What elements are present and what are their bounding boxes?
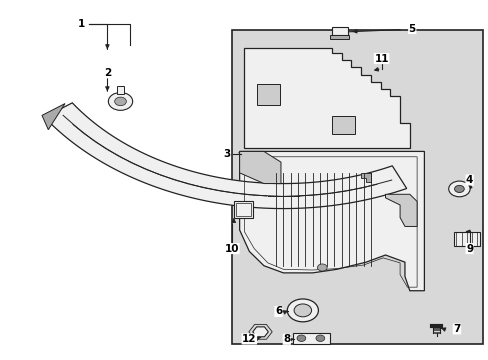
Text: 9: 9 bbox=[465, 244, 472, 253]
Text: 2: 2 bbox=[103, 68, 111, 78]
Bar bbox=[331, 116, 355, 134]
Polygon shape bbox=[252, 327, 268, 337]
Text: 1: 1 bbox=[78, 19, 85, 29]
Bar bbox=[256, 84, 280, 105]
Text: 6: 6 bbox=[274, 306, 282, 316]
Polygon shape bbox=[44, 103, 406, 208]
Text: 4: 4 bbox=[465, 175, 472, 185]
Text: 7: 7 bbox=[452, 324, 460, 334]
Text: 11: 11 bbox=[374, 54, 388, 64]
Text: 10: 10 bbox=[224, 244, 239, 253]
Circle shape bbox=[315, 335, 324, 342]
Polygon shape bbox=[239, 152, 281, 184]
Polygon shape bbox=[361, 173, 370, 182]
Bar bbox=[117, 86, 123, 94]
Polygon shape bbox=[42, 104, 65, 130]
Bar bbox=[292, 333, 329, 343]
Bar bbox=[329, 35, 348, 39]
Circle shape bbox=[287, 299, 318, 322]
Circle shape bbox=[454, 185, 463, 193]
Polygon shape bbox=[233, 202, 253, 217]
Circle shape bbox=[296, 335, 305, 342]
Text: 8: 8 bbox=[283, 334, 290, 344]
Text: 5: 5 bbox=[408, 23, 415, 33]
Polygon shape bbox=[244, 48, 409, 148]
Polygon shape bbox=[239, 152, 424, 291]
Circle shape bbox=[115, 97, 126, 106]
Bar bbox=[453, 232, 479, 246]
Circle shape bbox=[317, 264, 326, 271]
Circle shape bbox=[448, 181, 469, 197]
Text: 3: 3 bbox=[223, 149, 230, 158]
Circle shape bbox=[293, 304, 311, 317]
Bar bbox=[331, 27, 347, 35]
Text: 12: 12 bbox=[242, 334, 256, 344]
Circle shape bbox=[108, 93, 132, 111]
Polygon shape bbox=[385, 194, 416, 226]
Bar bbox=[232, 30, 482, 344]
